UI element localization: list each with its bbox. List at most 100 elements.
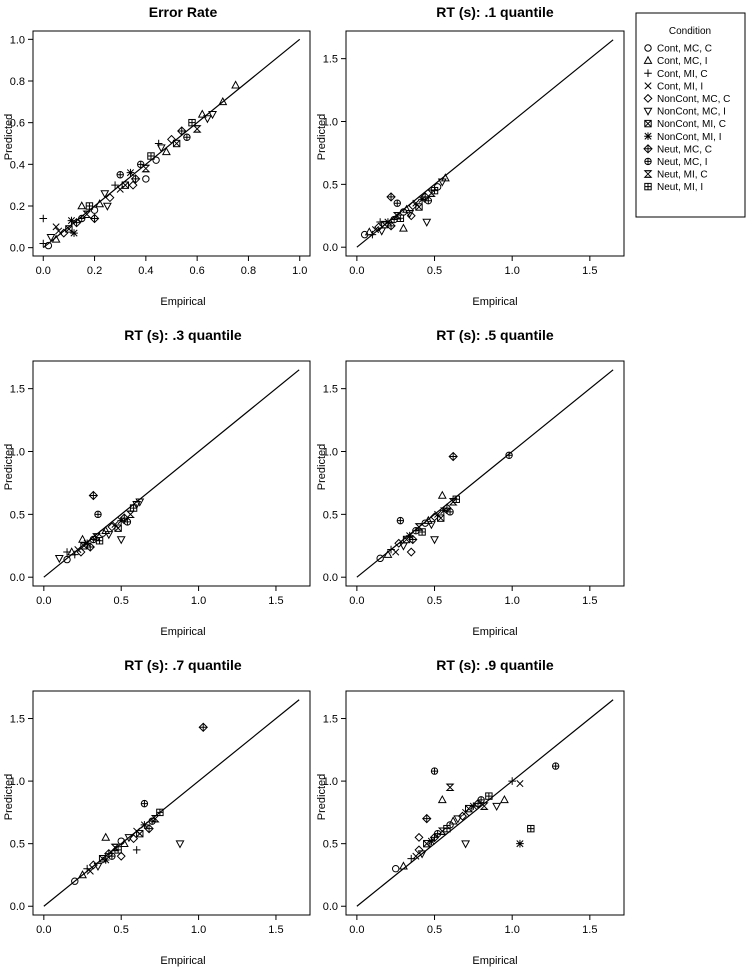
panel-5-ylabel: Predicted xyxy=(3,774,15,820)
data-point xyxy=(172,139,181,148)
data-point xyxy=(371,226,380,234)
data-point xyxy=(448,451,458,462)
data-point xyxy=(94,510,102,519)
panel-1: 0.0 0.0 0.2 0.2 0.4 0.4 0.6 0.6 0.8 0.8 1.0 1.0 xyxy=(10,30,311,277)
data-point xyxy=(71,877,79,885)
data-point xyxy=(67,216,76,225)
data-point xyxy=(44,241,53,250)
panel-2-xlabel: Empirical xyxy=(472,296,517,308)
data-point xyxy=(412,852,420,860)
panel-1-title: Error Rate xyxy=(149,4,218,20)
data-point xyxy=(427,837,436,845)
data-point xyxy=(492,802,502,811)
data-point xyxy=(408,534,418,545)
data-point xyxy=(422,813,432,824)
data-point xyxy=(445,783,455,792)
plot-frame xyxy=(32,30,311,257)
legend-label: NonCont, MC, I xyxy=(657,107,726,118)
data-point xyxy=(527,824,535,833)
data-point xyxy=(183,133,191,141)
x-tick-label: 1.0 xyxy=(292,265,307,277)
data-point xyxy=(154,139,163,148)
data-point xyxy=(152,156,160,164)
data-point xyxy=(479,802,489,810)
data-point xyxy=(77,201,87,210)
data-point xyxy=(82,210,92,219)
data-point xyxy=(116,536,126,545)
y-tick-label: 0.0 xyxy=(10,243,25,255)
asterisk-icon xyxy=(644,132,652,140)
data-point xyxy=(78,534,87,543)
data-point xyxy=(414,832,424,842)
data-point xyxy=(418,195,426,204)
data-point xyxy=(52,223,60,231)
hourglass-icon xyxy=(643,170,653,178)
panel-6-xlabel: Empirical xyxy=(472,955,517,967)
legend-label: NonCont, MC, C xyxy=(657,94,730,105)
data-point xyxy=(433,183,442,191)
square-plus-icon xyxy=(644,182,652,191)
data-point xyxy=(386,192,396,202)
y-tick-label: 0.5 xyxy=(323,509,338,521)
data-point xyxy=(93,862,103,872)
data-point xyxy=(105,193,115,203)
triangle-down-icon xyxy=(643,107,653,116)
data-point xyxy=(95,199,105,208)
data-point xyxy=(76,547,86,557)
x-tick-label: 1.0 xyxy=(505,924,520,936)
data-point xyxy=(437,795,447,804)
data-point xyxy=(111,181,119,189)
data-point xyxy=(78,214,86,223)
y-tick-label: 1.0 xyxy=(10,776,25,788)
y-tick-label: 0.6 xyxy=(10,118,25,130)
data-point xyxy=(46,233,56,243)
x-tick-label: 0.5 xyxy=(114,924,129,936)
data-point xyxy=(102,202,112,211)
y-tick-label: 0.5 xyxy=(10,509,25,521)
plot-frame xyxy=(32,360,311,587)
data-point xyxy=(446,508,454,516)
data-point xyxy=(166,134,177,144)
panel-1-ylabel: Predicted xyxy=(3,114,15,160)
data-point xyxy=(505,451,513,459)
x-tick-label: 0.2 xyxy=(87,265,102,277)
data-point xyxy=(78,870,87,879)
y-tick-label: 1.0 xyxy=(10,447,25,459)
data-point xyxy=(394,538,404,548)
x-tick-label: 0.6 xyxy=(189,265,204,277)
legend-label: NonCont, MI, C xyxy=(657,119,726,130)
data-point xyxy=(132,500,142,510)
legend-frame xyxy=(635,12,746,218)
x-tick-label: 1.5 xyxy=(582,924,597,936)
legend-label: Neut, MI, C xyxy=(657,170,708,181)
x-tick-label: 0.5 xyxy=(427,595,442,607)
diamond-plus-icon xyxy=(643,144,653,154)
x-tick-label: 1.5 xyxy=(582,595,597,607)
plot-frame xyxy=(32,690,311,916)
x-tick-label: 1.5 xyxy=(268,924,283,936)
x-tick-label: 0.0 xyxy=(36,924,51,936)
y-tick-label: 0.2 xyxy=(10,201,25,213)
panel-5-xlabel: Empirical xyxy=(160,955,205,967)
y-tick-label: 1.5 xyxy=(10,384,25,396)
x-tick-label: 0.0 xyxy=(36,595,51,607)
data-point xyxy=(130,174,141,184)
data-point xyxy=(142,175,150,183)
y-tick-label: 0.5 xyxy=(323,179,338,191)
square-cross-icon xyxy=(644,119,652,128)
identity-line xyxy=(43,699,300,907)
x-tick-label: 0.5 xyxy=(114,595,129,607)
data-point xyxy=(414,845,424,855)
data-point xyxy=(140,821,149,829)
data-point xyxy=(399,861,408,870)
data-point xyxy=(415,203,423,211)
x-tick-label: 0.5 xyxy=(427,924,442,936)
x-tick-label: 0.5 xyxy=(427,265,442,277)
x-tick-label: 1.0 xyxy=(191,595,206,607)
data-point xyxy=(392,548,400,556)
legend-label: Cont, MI, C xyxy=(657,69,708,80)
data-point xyxy=(128,180,138,190)
data-point xyxy=(231,80,241,89)
data-point xyxy=(430,536,439,545)
